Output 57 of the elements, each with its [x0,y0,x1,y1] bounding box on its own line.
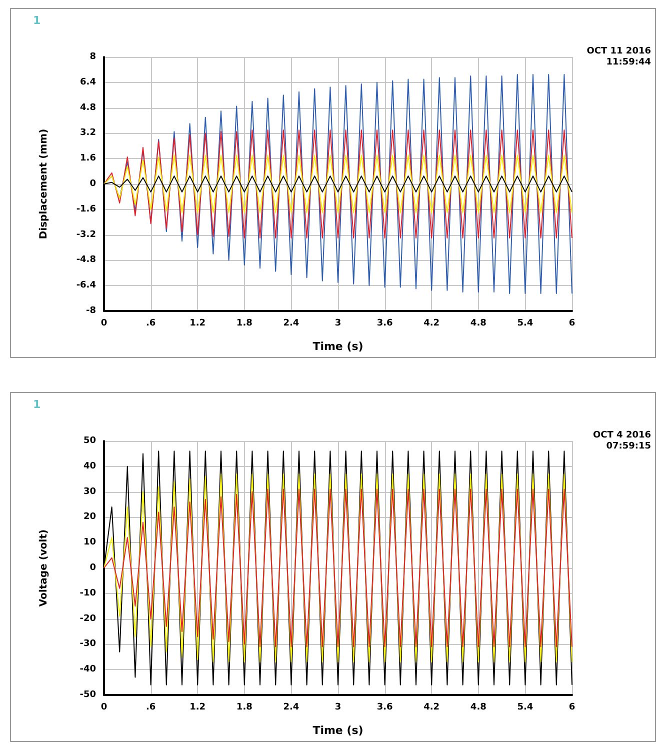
x-tick-label: 2.4 [283,318,300,328]
text: 1 [33,14,41,27]
y-tick-label: -40 [80,664,96,675]
y-tick-label: -6.4 [76,280,96,291]
y-tick-label: 1.6 [80,154,96,164]
x-axis-title: Time (s) [312,340,364,353]
x-tick-label: 0 [100,318,108,328]
y-tick-label: 3.2 [80,128,96,138]
y-tick-label: -1.6 [76,204,96,214]
x-tick-label: 1.2 [190,702,206,712]
y-axis-title: Voltage (volt) [38,529,50,607]
x-tick-label: 1.2 [190,318,206,328]
x-tick-label: 1.8 [236,702,252,712]
x-tick-label: 4.8 [470,318,486,328]
text: OCT 11 2016 [586,46,651,56]
x-tick-label: 1.8 [236,318,252,328]
y-tick-label: 0 [90,179,96,189]
y-tick-label: 6.4 [80,77,96,88]
y-tick-label: -10 [80,588,96,598]
x-tick-label: 4.8 [470,702,486,712]
line-series [104,154,572,214]
y-tick-label: -20 [80,614,96,624]
x-tick-label: .6 [146,702,156,712]
x-tick-label: 0 [100,702,108,712]
x-tick-label: 6 [568,318,576,328]
y-tick-label: 20 [83,512,96,522]
x-tick-label: 3 [334,702,342,712]
y-tick-label: -8 [86,306,96,316]
y-axis-title: Displacement (mm) [38,128,50,240]
y-tick-label: -30 [80,639,96,650]
x-axis-title: Time (s) [312,724,364,737]
x-tick-label: .6 [146,318,156,328]
x-tick-label: 3.6 [376,702,393,712]
line-series [104,488,572,648]
x-tick-label: 3 [334,318,342,328]
text: 07:59:15 [606,442,651,452]
y-tick-label: -3.2 [76,230,96,240]
text: OCT 4 2016 [593,430,651,440]
y-tick-label: 8 [90,52,96,62]
x-tick-label: 4.2 [424,318,440,328]
y-tick-label: 40 [83,461,96,472]
line-series [104,130,572,238]
y-tick-label: -50 [80,690,96,700]
x-tick-label: 4.2 [424,702,440,712]
x-tick-label: 5.4 [517,702,534,712]
y-tick-label: 50 [83,436,96,446]
text: 11:59:44 [606,58,651,68]
x-tick-label: 3.6 [376,318,393,328]
y-tick-label: 4.8 [80,102,96,113]
text: 1 [33,398,41,411]
y-tick-label: 30 [83,486,96,497]
y-tick-label: 10 [83,538,96,548]
x-tick-label: 5.4 [517,318,534,328]
y-tick-label: 0 [90,563,96,573]
x-tick-label: 2.4 [283,702,300,712]
x-tick-label: 6 [568,702,576,712]
y-tick-label: -4.8 [76,255,96,266]
